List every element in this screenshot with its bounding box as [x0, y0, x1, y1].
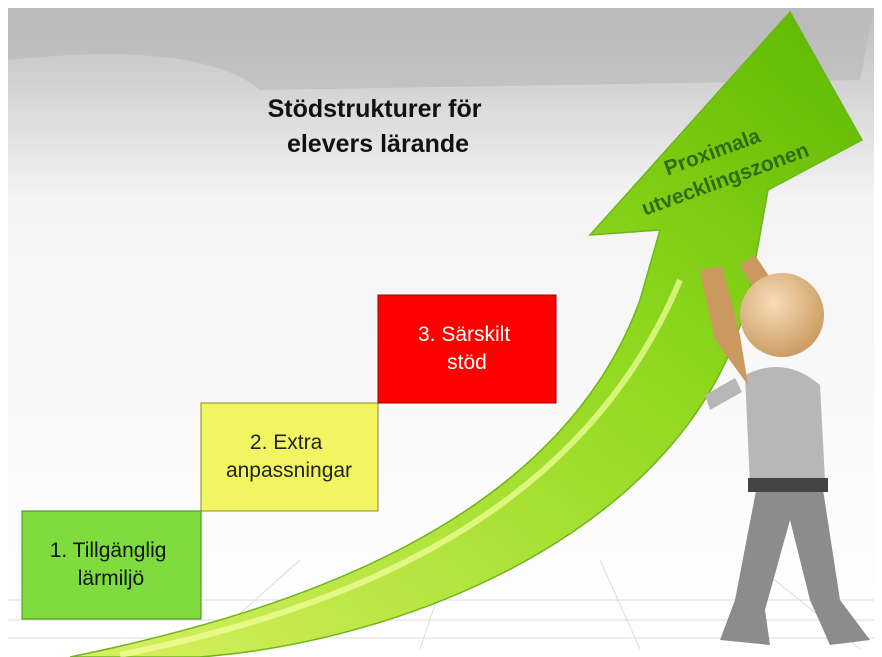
slide: Proximala utvecklingszonen Stödstrukture…: [0, 0, 882, 657]
step-box: [378, 295, 556, 403]
text-line: anpassningar: [226, 459, 352, 482]
text-line: stöd: [447, 351, 487, 374]
text-line: 1. Tillgänglig: [50, 539, 167, 562]
step-box: [22, 511, 201, 619]
text-line: 2. Extra: [250, 431, 323, 454]
text-line: lärmiljö: [78, 567, 145, 590]
text-line: Stödstrukturer för: [268, 95, 482, 123]
step-box: [201, 403, 378, 511]
text-line: 3. Särskilt: [418, 323, 510, 346]
text-line: elevers lärande: [287, 130, 469, 158]
